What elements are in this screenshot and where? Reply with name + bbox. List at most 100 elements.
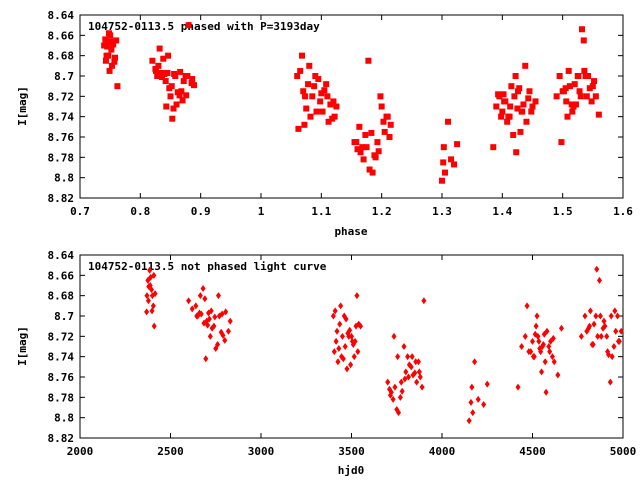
y-tick-label: 8.82 [48, 432, 75, 445]
data-point [101, 42, 108, 49]
data-point [587, 307, 593, 315]
data-point [607, 378, 613, 386]
unphased-light-curve-chart: 104752-0113.5 not phased light curve hjd… [16, 249, 636, 477]
data-point [201, 319, 207, 327]
data-point [185, 22, 192, 29]
data-point [215, 292, 221, 300]
data-point [549, 353, 555, 361]
data-point [368, 129, 375, 136]
data-point [595, 111, 602, 118]
data-point [323, 81, 330, 88]
data-point [151, 322, 157, 330]
data-point [593, 312, 599, 320]
data-point [419, 383, 425, 391]
data-point [589, 83, 596, 90]
data-point [399, 387, 405, 395]
data-point [189, 305, 195, 313]
data-point [383, 113, 390, 120]
data-point [108, 46, 115, 53]
data-point [225, 327, 231, 335]
data-point [155, 62, 162, 69]
data-point [442, 169, 449, 176]
data-point [550, 334, 556, 342]
data-point [346, 332, 352, 340]
plot-frame [79, 14, 624, 199]
data-point [395, 353, 401, 361]
data-point [158, 69, 165, 76]
data-point [387, 121, 394, 128]
data-point [335, 358, 341, 366]
data-point [512, 73, 519, 79]
data-points [144, 265, 624, 425]
data-point [106, 67, 113, 74]
y-tick-label: 8.7 [54, 310, 74, 323]
data-point [466, 417, 472, 425]
data-point [339, 332, 345, 340]
data-point [311, 83, 318, 90]
data-point [355, 348, 361, 356]
x-tick-label: 4000 [429, 445, 456, 458]
data-point [212, 313, 218, 321]
data-point [354, 146, 361, 153]
data-point [211, 322, 217, 330]
data-point [333, 337, 339, 345]
data-point [403, 368, 409, 376]
data-point [501, 98, 508, 105]
data-point [111, 54, 118, 61]
data-point [495, 91, 502, 98]
data-point [408, 363, 414, 371]
data-point [515, 88, 522, 95]
data-point [307, 113, 314, 120]
data-point [541, 330, 547, 338]
data-point [107, 32, 114, 39]
data-point [413, 358, 419, 366]
data-point [412, 369, 418, 377]
data-point [516, 85, 523, 92]
data-point [349, 332, 354, 340]
y-axis-label: I[mag] [16, 86, 29, 126]
data-point [108, 62, 115, 69]
data-point [371, 152, 378, 159]
data-point [348, 361, 354, 369]
data-point [312, 73, 319, 79]
data-point [508, 83, 515, 90]
data-point [522, 62, 529, 69]
data-point [470, 409, 476, 417]
y-tick-label: 8.8 [54, 412, 74, 425]
data-point [588, 98, 595, 105]
y-tick-label: 8.8 [54, 172, 74, 185]
data-point [324, 93, 331, 100]
data-point [518, 108, 525, 115]
data-point [198, 310, 204, 318]
data-point [194, 312, 200, 320]
x-tick-label: 0.7 [70, 205, 90, 218]
data-point [375, 148, 382, 155]
data-point [315, 76, 322, 83]
data-point [558, 139, 565, 146]
data-point [208, 307, 214, 315]
data-point [173, 101, 180, 108]
data-point [149, 307, 155, 315]
data-point [515, 383, 521, 391]
data-point [454, 141, 461, 148]
data-point [387, 391, 393, 399]
chart-title: 104752-0113.5 not phased light curve [88, 260, 327, 273]
data-point [416, 368, 422, 376]
data-point [398, 378, 404, 386]
data-point [378, 103, 385, 110]
data-point [555, 371, 561, 379]
x-tick-label: 1 [258, 205, 265, 218]
data-point [174, 89, 181, 96]
y-tick-label: 8.64 [48, 9, 75, 22]
data-point [468, 398, 474, 406]
data-point [161, 70, 168, 77]
data-point [381, 128, 388, 135]
data-point [356, 123, 363, 130]
data-point [215, 340, 221, 348]
x-tick-label: 4500 [519, 445, 546, 458]
x-tick-label: 2000 [67, 445, 94, 458]
data-point [542, 358, 548, 366]
data-point [566, 83, 573, 90]
data-point [529, 103, 536, 110]
y-ticks: 8.64 8.66 8.68 8.7 8.72 8.74 8.76 8.78 8.8 8.82 [48, 249, 623, 445]
